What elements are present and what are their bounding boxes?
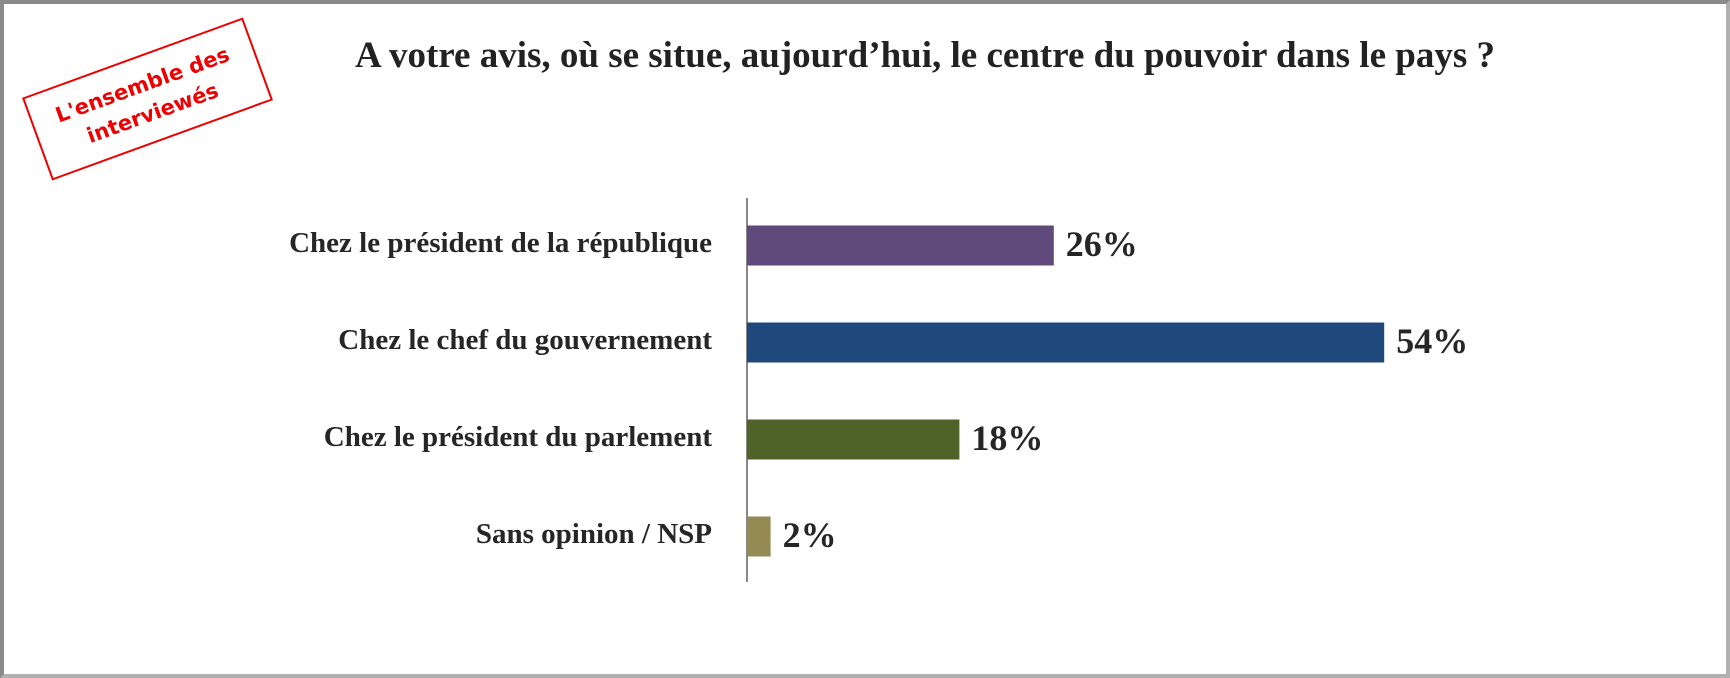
chart-title: A votre avis, où se situe, aujourd’hui, … [355,35,1495,76]
value-label: 26% [1066,224,1138,264]
category-label: Sans opinion / NSP [476,518,712,550]
bar [747,322,1385,363]
value-label: 18% [971,418,1043,458]
category-label: Chez le chef du gouvernement [338,324,712,356]
value-label: 54% [1396,321,1468,361]
value-label: 2% [783,515,837,555]
category-label: Chez le président de la république [289,227,712,259]
bar [747,225,1054,266]
bar [747,419,960,460]
bar [747,516,771,557]
category-label: Chez le président du parlement [324,421,713,453]
